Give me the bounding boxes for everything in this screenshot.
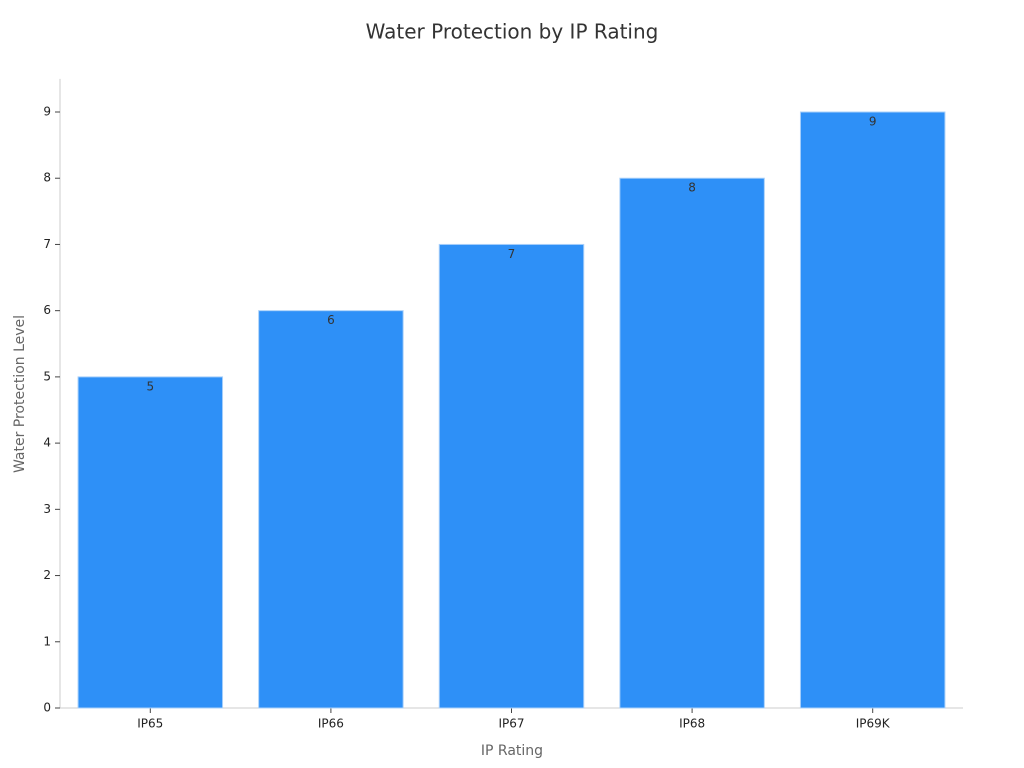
y-axis-label: Water Protection Level [12, 315, 28, 473]
y-tick-label: 0 [43, 701, 51, 715]
bar [799, 111, 946, 709]
bar [258, 310, 404, 709]
x-tick-label: IP67 [498, 717, 524, 731]
y-tick-label: 5 [43, 369, 51, 383]
bar [438, 243, 585, 709]
data-label: 5 [146, 379, 154, 393]
chart-title: Water Protection by IP Rating [366, 20, 659, 44]
bar [619, 177, 765, 709]
bar [77, 376, 224, 709]
x-axis-label: IP Rating [481, 743, 543, 759]
y-tick-label: 6 [43, 303, 51, 317]
y-tick-label: 2 [43, 568, 51, 582]
data-label: 8 [688, 181, 696, 195]
x-tick-label: IP69K [856, 717, 891, 731]
y-tick-label: 7 [43, 237, 51, 251]
data-label: 6 [327, 313, 335, 327]
x-tick-label: IP65 [137, 717, 163, 731]
y-tick-label: 3 [43, 502, 51, 516]
x-tick-label: IP66 [318, 717, 344, 731]
data-label: 7 [508, 247, 516, 261]
y-tick-label: 9 [43, 105, 51, 119]
y-tick-label: 1 [43, 634, 51, 648]
data-label: 9 [869, 115, 877, 129]
y-tick-label: 8 [43, 171, 51, 185]
y-tick-label: 4 [43, 436, 51, 450]
x-tick-label: IP68 [679, 717, 705, 731]
